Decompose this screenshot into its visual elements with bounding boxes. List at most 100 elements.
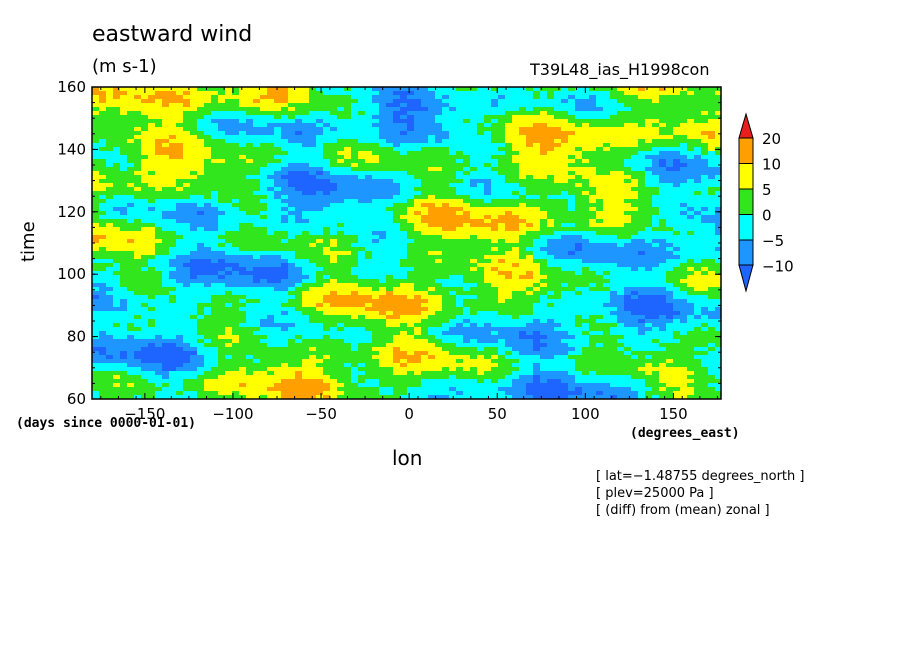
field-cell [652,299,660,304]
field-cell [533,279,541,284]
field-cell [617,235,625,240]
field-cell [99,187,107,192]
field-cell [218,279,226,284]
field-cell [407,283,415,288]
field-cell [540,235,548,240]
field-cell [568,227,576,232]
field-cell [183,295,191,300]
field-cell [190,155,198,160]
field-cell [442,99,450,104]
field-cell [267,123,275,128]
field-cell [365,303,373,308]
field-cell [106,243,114,248]
field-cell [134,115,142,120]
field-cell [400,223,408,228]
field-cell [246,259,254,264]
field-cell [323,211,331,216]
field-cell [323,195,331,200]
field-cell [533,159,541,164]
field-cell [190,247,198,252]
field-cell [99,243,107,248]
field-cell [421,115,429,120]
field-cell [484,167,492,172]
field-cell [589,287,597,292]
field-cell [386,183,394,188]
field-cell [190,179,198,184]
field-cell [631,227,639,232]
field-cell [190,131,198,136]
field-cell [491,175,499,180]
field-cell [484,231,492,236]
field-cell [239,251,247,256]
field-cell [225,251,233,256]
field-cell [400,135,408,140]
field-cell [673,103,681,108]
field-cell [680,287,688,292]
field-cell [351,275,359,280]
field-cell [428,227,436,232]
field-cell [162,99,170,104]
field-cell [358,191,366,196]
field-cell [701,127,709,132]
field-cell [512,203,520,208]
field-cell [134,131,142,136]
field-cell [204,135,212,140]
field-cell [617,295,625,300]
field-cell [162,303,170,308]
field-cell [127,243,135,248]
field-cell [295,187,303,192]
field-cell [673,191,681,196]
field-cell [701,215,709,220]
field-cell [687,199,695,204]
field-cell [141,151,149,156]
field-cell [477,115,485,120]
field-cell [659,167,667,172]
field-cell [680,283,688,288]
field-cell [568,215,576,220]
field-cell [246,127,254,132]
field-cell [631,247,639,252]
field-cell [204,283,212,288]
field-cell [225,191,233,196]
field-cell [400,99,408,104]
field-cell [295,195,303,200]
field-cell [701,91,709,96]
field-cell [687,275,695,280]
field-cell [582,251,590,256]
field-cell [274,283,282,288]
field-cell [197,223,205,228]
field-cell [393,119,401,124]
field-cell [463,291,471,296]
field-cell [239,219,247,224]
field-cell [575,203,583,208]
field-cell [645,283,653,288]
field-cell [435,271,443,276]
field-cell [617,231,625,236]
field-cell [379,291,387,296]
field-cell [491,291,499,296]
field-cell [526,227,534,232]
field-cell [295,207,303,212]
field-cell [365,283,373,288]
field-cell [708,191,716,196]
field-cell [295,307,303,312]
field-cell [134,291,142,296]
field-cell [666,231,674,236]
field-cell [449,247,457,252]
field-cell [470,167,478,172]
field-cell [267,143,275,148]
field-cell [162,155,170,160]
field-cell [330,211,338,216]
field-cell [323,295,331,300]
field-cell [624,295,632,300]
field-cell [624,159,632,164]
field-cell [260,215,268,220]
field-cell [519,211,527,216]
field-cell [561,271,569,276]
field-cell [92,171,100,176]
field-cell [386,99,394,104]
field-cell [512,139,520,144]
field-cell [694,167,702,172]
field-cell [708,147,716,152]
field-cell [267,107,275,112]
